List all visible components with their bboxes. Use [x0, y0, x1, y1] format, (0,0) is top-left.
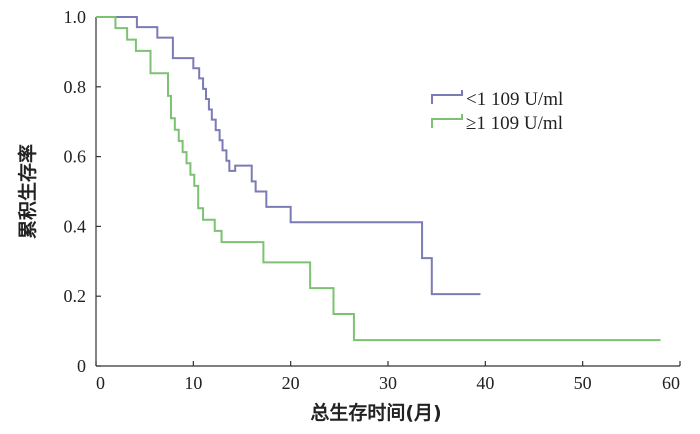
y-axis-title: 累积生存率 — [16, 144, 39, 239]
y-tick-label: 1.0 — [64, 7, 87, 27]
legend-label-2: ≥1 109 U/ml — [466, 113, 563, 134]
series-line-1 — [96, 16, 481, 296]
x-tick-label: 30 — [379, 373, 397, 393]
y-tick-label: 0.2 — [64, 286, 87, 306]
series-line-2 — [96, 16, 661, 342]
x-tick-label: 60 — [662, 373, 680, 393]
x-tick-label: 50 — [574, 373, 592, 393]
y-tick-label: 0.6 — [64, 147, 87, 167]
legend-swatch-2 — [431, 114, 463, 128]
x-tick-label: 40 — [476, 373, 494, 393]
x-tick-label: 20 — [282, 373, 300, 393]
series-layer — [96, 16, 661, 342]
axes: 0 0.2 0.4 0.6 0.8 1.0 0 10 20 30 40 50 60 — [64, 7, 681, 393]
x-axis-title: 总生存时间(月) — [310, 401, 441, 424]
y-tick-label: 0 — [77, 356, 86, 376]
x-tick-label: 10 — [184, 373, 202, 393]
legend-label-1: <1 109 U/ml — [466, 89, 563, 110]
x-tick-label: 0 — [96, 373, 105, 393]
legend-swatch-1 — [431, 90, 463, 104]
y-tick-label: 0.4 — [64, 216, 87, 236]
legend: <1 109 U/ml ≥1 109 U/ml — [431, 89, 563, 134]
y-tick-label: 0.8 — [64, 77, 87, 97]
